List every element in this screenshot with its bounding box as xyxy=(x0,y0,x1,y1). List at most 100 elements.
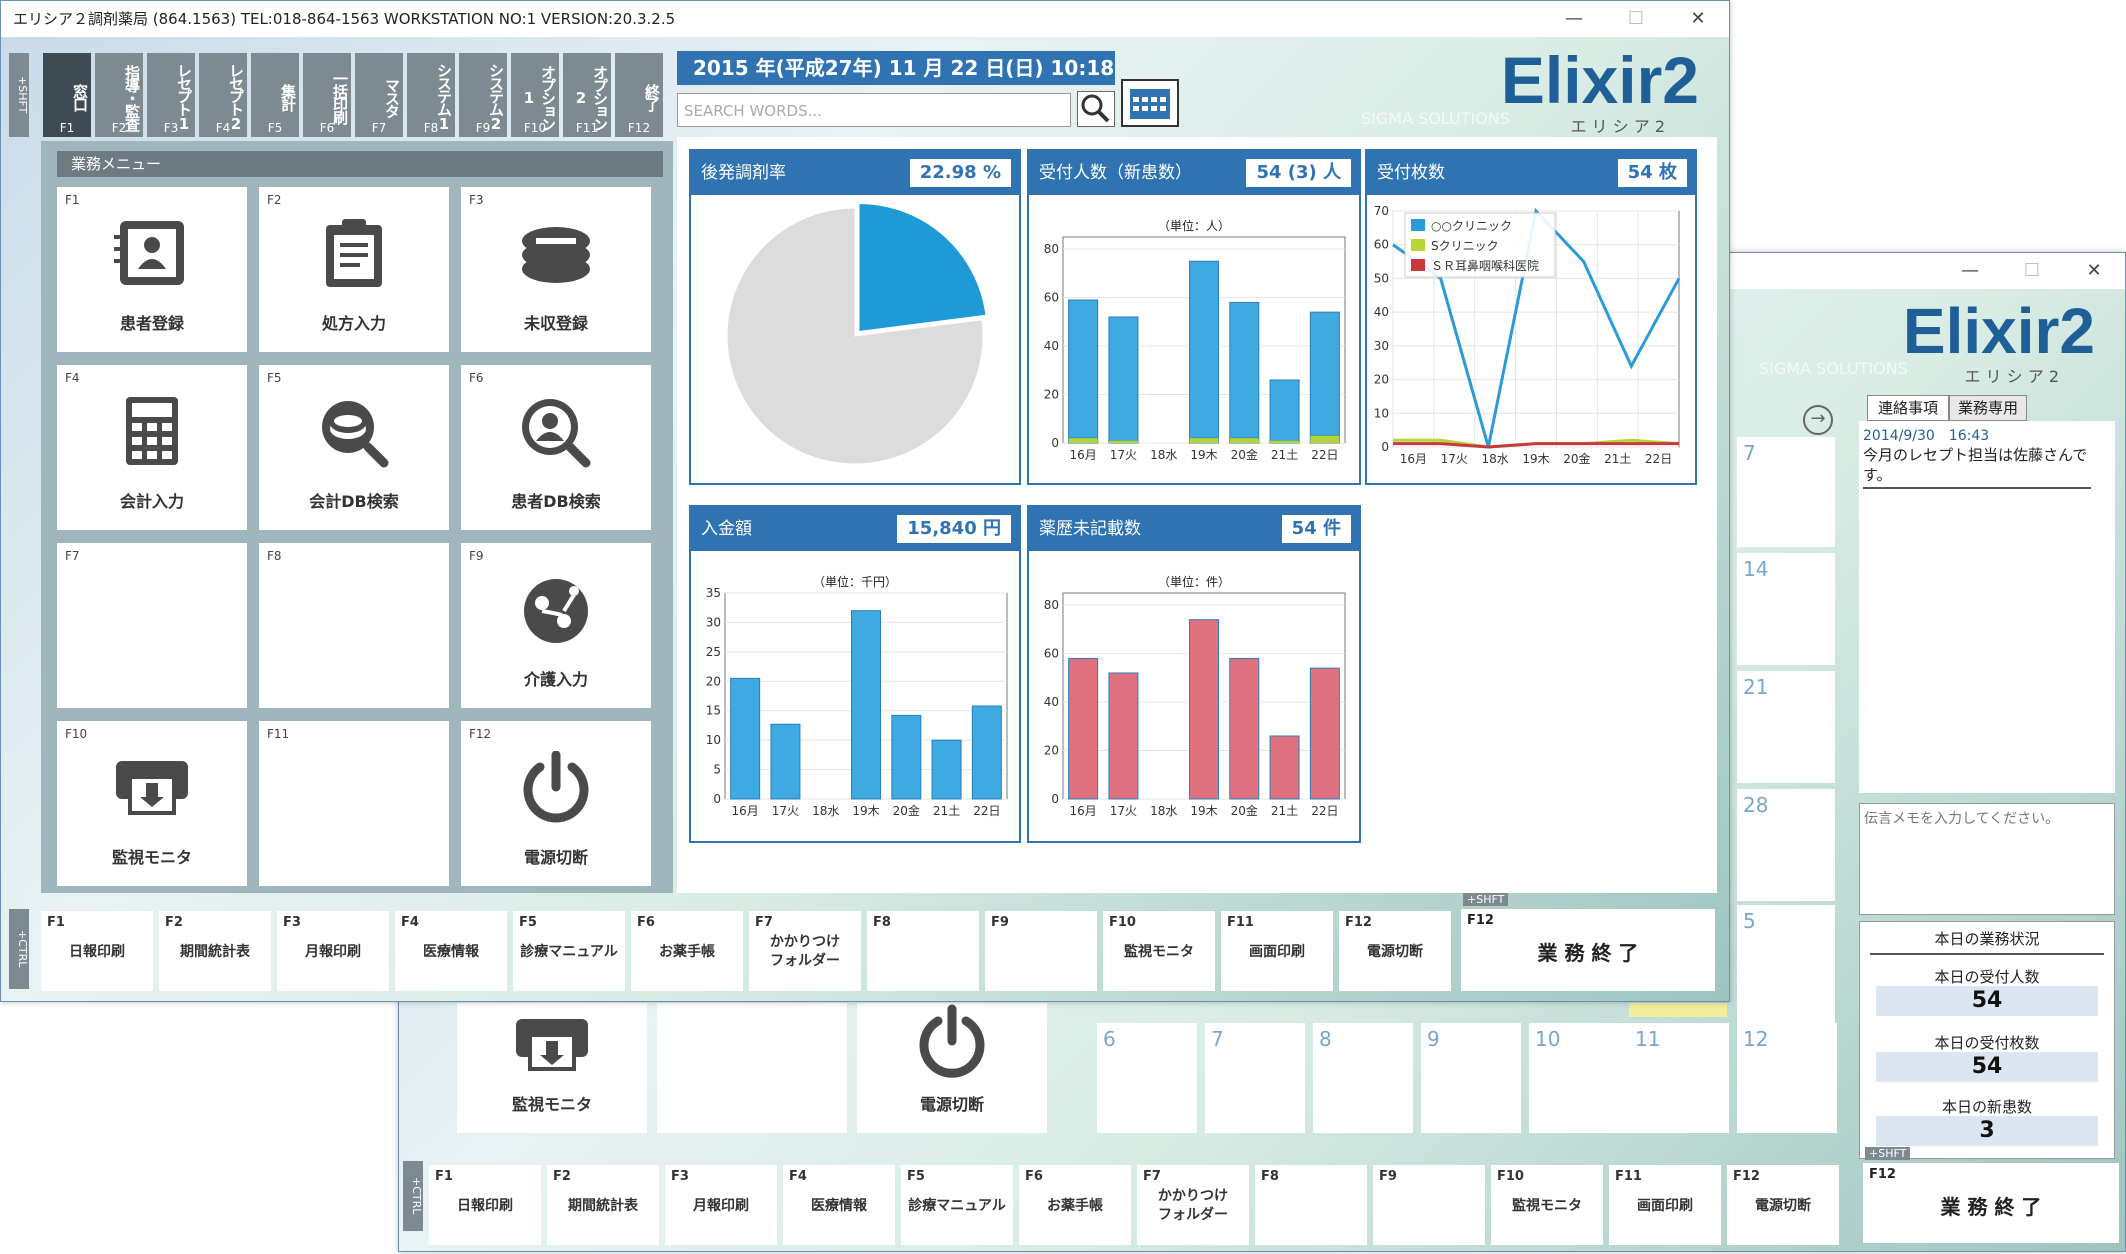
logo-text: Elixir2 xyxy=(1500,43,1699,117)
panel-payment[interactable]: 入金額 15,840 円 （単位：千円） 0 5 10 15 20 25 30 35 16月 17… xyxy=(689,505,1021,843)
tab-f9[interactable]: システム2 F9 xyxy=(459,53,507,137)
maximize-icon[interactable]: ☐ xyxy=(2023,260,2041,281)
search-button[interactable] xyxy=(1077,91,1115,127)
notes-area[interactable]: 2014/9/30 16:43 今月のレセプト担当は佐藤さんです。 xyxy=(1859,421,2115,793)
menu-tile-f6[interactable]: F6 患者DB検索 xyxy=(461,365,651,530)
fkey-f9[interactable]: F9 xyxy=(985,911,1097,991)
calendar-cell[interactable]: 8 xyxy=(1313,1023,1413,1133)
fkey-f10[interactable]: F10 監視モニタ xyxy=(1491,1165,1603,1245)
menu-tile-f11[interactable]: F11 xyxy=(259,721,449,886)
menu-tile-f12[interactable]: F12 電源切断 xyxy=(461,721,651,886)
tab-f3[interactable]: レセプト1 F3 xyxy=(147,53,195,137)
panel-history[interactable]: 薬歴未記載数 54 件 （単位：件） 0 20 40 60 80 16月 17火 18水 19木… xyxy=(1027,505,1361,843)
tile-label: 監視モニタ xyxy=(511,1095,592,1114)
fkey-f1[interactable]: F1 日報印刷 xyxy=(41,911,153,991)
menu-tile-f8[interactable]: F8 xyxy=(259,543,449,708)
fkey-f5[interactable]: F5 診療マニュアル xyxy=(513,911,625,991)
maximize-icon[interactable]: ☐ xyxy=(1627,8,1645,29)
menu-tile-f4[interactable]: F4 会計入力 xyxy=(57,365,247,530)
fkey-f3[interactable]: F3 月報印刷 xyxy=(665,1165,777,1245)
calendar-cell[interactable]: 11 xyxy=(1629,1023,1729,1133)
fkey-f5[interactable]: F5 診療マニュアル xyxy=(901,1165,1013,1245)
tab-key: F6 xyxy=(319,121,335,135)
fkey-f11[interactable]: F11 画面印刷 xyxy=(1221,911,1333,991)
tab-f12[interactable]: 終了 F12 xyxy=(615,53,663,137)
line-chart-sheets: 0 10 20 30 40 50 60 70 16月 17火 18水 19木 20金 21土 22日 ○○クリ… xyxy=(1374,204,1681,466)
fkey-f6[interactable]: F6 お薬手帳 xyxy=(1019,1165,1131,1245)
calendar-cell[interactable]: 6 xyxy=(1097,1023,1197,1133)
memo-input[interactable]: 伝言メモを入力してください。 xyxy=(1859,803,2115,915)
menu-tile-f3[interactable]: F3 未収登録 xyxy=(461,187,651,352)
close-icon[interactable]: ✕ xyxy=(2086,260,2102,281)
tab-f11[interactable]: オプション2 F11 xyxy=(563,53,611,137)
fkey-f9[interactable]: F9 xyxy=(1373,1165,1485,1245)
minimize-icon[interactable]: — xyxy=(1961,260,1979,281)
end-business-button[interactable]: F12 業 務 終 了 xyxy=(1461,909,1715,991)
legend-box xyxy=(1404,212,1556,278)
fkey-f10[interactable]: F10 監視モニタ xyxy=(1103,911,1215,991)
back-tile-monitor[interactable]: 監視モニタ xyxy=(457,1003,647,1133)
minimize-icon[interactable]: — xyxy=(1565,8,1583,29)
calendar-icon xyxy=(1130,89,1170,119)
tab-f5[interactable]: 集計 F5 xyxy=(251,53,299,137)
fkey-f12[interactable]: F12 電源切断 xyxy=(1339,911,1451,991)
tile-label: 会計DB検索 xyxy=(309,492,399,511)
tab-label: オプション2 xyxy=(572,64,609,130)
fkey-f11[interactable]: F11 画面印刷 xyxy=(1609,1165,1721,1245)
menu-tile-f9[interactable]: F9 介護入力 xyxy=(461,543,651,708)
tab-business[interactable]: 業務専用 xyxy=(1949,395,2027,421)
tab-f6[interactable]: 一括印刷 F6 xyxy=(303,53,351,137)
calendar-cell[interactable]: 10 xyxy=(1529,1023,1629,1133)
back-tile-power[interactable]: 電源切断 xyxy=(857,1003,1047,1133)
fkey-f1[interactable]: F1 日報印刷 xyxy=(429,1165,541,1245)
bar xyxy=(730,677,761,800)
tab-contact[interactable]: 連絡事項 xyxy=(1867,395,1949,421)
calendar-cell[interactable]: 14 xyxy=(1737,553,1835,665)
calendar-cell[interactable]: 21 xyxy=(1737,671,1835,783)
close-icon[interactable]: ✕ xyxy=(1690,8,1706,29)
calendar-arrow[interactable]: → xyxy=(1803,405,1833,435)
tab-f2[interactable]: 指導・監査 F2 xyxy=(95,53,143,137)
menu-tile-f10[interactable]: F10 監視モニタ xyxy=(57,721,247,886)
fkey-f2[interactable]: F2 期間統計表 xyxy=(159,911,271,991)
tile-label: 電源切断 xyxy=(919,1095,984,1114)
menu-tile-f2[interactable]: F2 処方入力 xyxy=(259,187,449,352)
menu-tile-f7[interactable]: F7 xyxy=(57,543,247,708)
tab-f7[interactable]: マスタ F7 xyxy=(355,53,403,137)
tile-key: F10 xyxy=(65,727,88,741)
panel-sheets[interactable]: 受付枚数 54 枚 0 10 20 30 40 50 60 70 16月 17火 18水 19木 20金… xyxy=(1365,149,1697,485)
logo-kana: エ リ シ ア 2 xyxy=(1570,117,1665,136)
calendar-cell[interactable]: 12 xyxy=(1737,1023,1837,1133)
calendar-cell[interactable]: 7 xyxy=(1737,437,1835,547)
fkey-number: F1 xyxy=(47,915,65,930)
tab-f10[interactable]: オプション1 F10 xyxy=(511,53,559,137)
menu-tile-f1[interactable]: F1 患者登録 xyxy=(57,187,247,352)
fkey-f2[interactable]: F2 期間統計表 xyxy=(547,1165,659,1245)
tab-f1[interactable]: 窓口 F1 xyxy=(43,53,91,137)
panel-generic-rate[interactable]: 後発調剤率 22.98 % xyxy=(689,149,1021,485)
fkey-f6[interactable]: F6 お薬手帳 xyxy=(631,911,743,991)
back-tile-empty[interactable] xyxy=(657,1003,847,1133)
panel-value: 22.98 % xyxy=(909,159,1011,187)
fkey-f8[interactable]: F8 xyxy=(1255,1165,1367,1245)
calendar-button[interactable] xyxy=(1121,79,1179,127)
fkey-f4[interactable]: F4 医療情報 xyxy=(783,1165,895,1245)
calendar-cell[interactable]: 7 xyxy=(1205,1023,1305,1133)
fkey-f7[interactable]: F7 かかりつけ フォルダー xyxy=(749,911,861,991)
menu-tile-f5[interactable]: F5 会計DB検索 xyxy=(259,365,449,530)
fkey-f8[interactable]: F8 xyxy=(867,911,979,991)
calendar-cell[interactable]: 28 xyxy=(1737,789,1835,901)
status-panel: 本日の業務状況 本日の受付人数 54 本日の受付枚数 54 本日の新患数 3 xyxy=(1859,921,2115,1159)
fkey-f3[interactable]: F3 月報印刷 xyxy=(277,911,389,991)
calendar-cell[interactable]: 9 xyxy=(1421,1023,1521,1133)
tab-f4[interactable]: レセプト2 F4 xyxy=(199,53,247,137)
tab-f8[interactable]: システム1 F8 xyxy=(407,53,455,137)
tile-key: F3 xyxy=(469,193,484,207)
panel-reception[interactable]: 受付人数（新患数） 54 (3) 人 （単位：人） 0 20 40 60 80 16月 17… xyxy=(1027,149,1361,485)
fkey-f12[interactable]: F12 電源切断 xyxy=(1727,1165,1839,1245)
fkey-f7[interactable]: F7 かかりつけ フォルダー xyxy=(1137,1165,1249,1245)
fkey-f4[interactable]: F4 医療情報 xyxy=(395,911,507,991)
fkey-number: F2 xyxy=(165,915,183,930)
back-end-button[interactable]: F12 業 務 終 了 xyxy=(1863,1163,2119,1243)
search-input[interactable]: SEARCH WORDS... xyxy=(677,93,1071,127)
